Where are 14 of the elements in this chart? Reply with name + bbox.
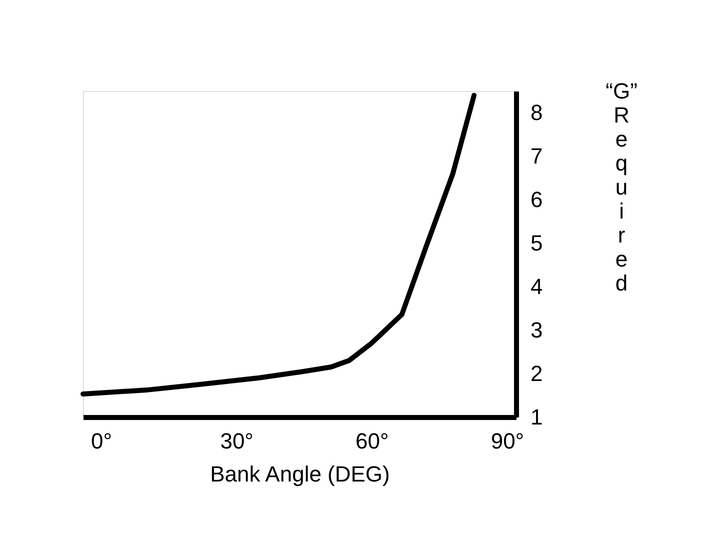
y-tick-label: 4 [530,274,543,300]
x-tick-label: 30° [220,428,254,454]
y-tick-label: 7 [530,144,543,169]
x-tick-label: 0° [91,428,112,454]
y-tick-label: 5 [530,230,543,256]
y-tick-label: 3 [530,318,543,343]
x-tick-label: 90° [490,428,524,454]
y-tick-label: 1 [530,404,543,430]
y-tick-label: 2 [530,361,543,386]
y-tick-label: 8 [530,100,543,126]
x-axis-title: Bank Angle (DEG) [210,462,390,486]
y-tick-label: 6 [530,187,543,212]
x-tick-label: 60° [356,428,389,454]
text: “G” Required [606,78,638,296]
